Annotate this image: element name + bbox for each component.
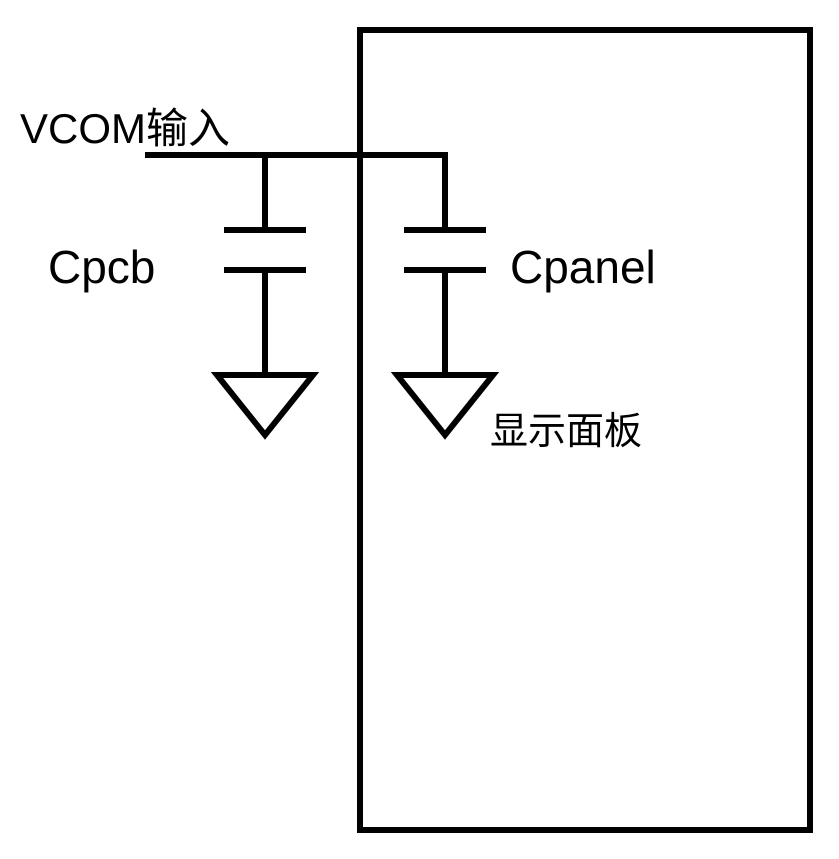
vcom-input-label: VCOM输入 [20, 95, 230, 156]
cpcb-label: Cpcb [48, 240, 155, 294]
display-panel-label: 显示面板 [490, 400, 642, 455]
cpanel-label: Cpanel [510, 240, 656, 294]
